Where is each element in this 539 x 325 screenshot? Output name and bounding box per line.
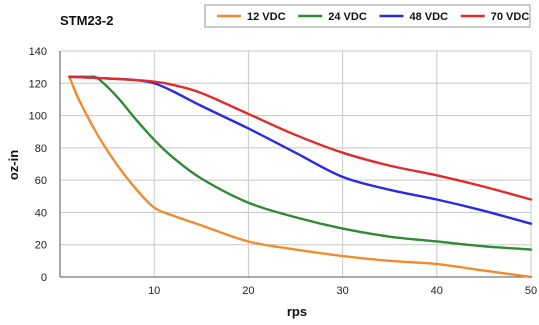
- series-line-48-vdc: [68, 75, 533, 225]
- series-line-12-vdc: [68, 75, 533, 279]
- legend-label: 24 VDC: [328, 11, 367, 23]
- y-tick-label: 20: [35, 240, 47, 252]
- y-tick-label: 100: [29, 111, 47, 123]
- y-tick-label: 120: [29, 78, 47, 90]
- legend-label: 70 VDC: [491, 11, 530, 23]
- series-lines: [68, 75, 533, 279]
- series-line-24-vdc: [68, 75, 533, 251]
- y-tick-label: 40: [35, 207, 47, 219]
- legend: 12 VDC 24 VDC 48 VDC 70 VDC: [204, 4, 531, 28]
- x-tick-label: 50: [525, 285, 537, 297]
- grid: [60, 50, 532, 277]
- x-tick-label: 20: [242, 285, 254, 297]
- y-tick-label: 60: [35, 175, 47, 187]
- legend-label: 12 VDC: [247, 11, 286, 23]
- legend-label: 48 VDC: [410, 11, 449, 23]
- chart-title: STM23-2: [60, 13, 113, 28]
- x-tick-label: 10: [148, 285, 160, 297]
- y-tick-label: 80: [35, 143, 47, 155]
- tick-labels: 0 20 40 60 80 100 120 140 10 20 30 40 50: [29, 46, 537, 297]
- y-tick-label: 140: [29, 46, 47, 58]
- y-axis-label: oz-in: [6, 150, 21, 180]
- legend-box: [204, 4, 531, 28]
- series-line-70-vdc: [68, 75, 533, 201]
- x-axis-label: rps: [287, 304, 307, 319]
- axes: [59, 51, 531, 278]
- x-tick-label: 40: [431, 285, 443, 297]
- x-tick-label: 30: [336, 285, 348, 297]
- y-tick-label: 0: [41, 272, 47, 284]
